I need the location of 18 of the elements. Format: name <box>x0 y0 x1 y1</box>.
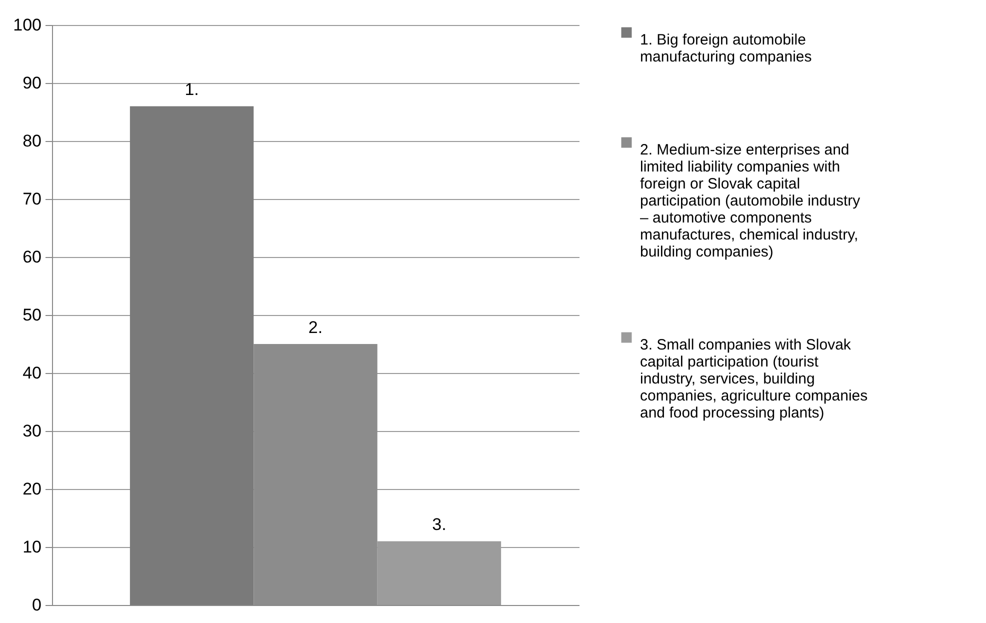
y-tick-label: 20 <box>22 480 42 498</box>
annotation: 2. <box>308 318 323 337</box>
y-tick-label: 90 <box>22 74 42 92</box>
y-tick-label: 60 <box>22 248 42 266</box>
y-tick-label: 100 <box>13 16 42 34</box>
y-tick-label: 40 <box>22 364 42 382</box>
y-tick-label: 30 <box>22 422 42 440</box>
y-tick-label: 0 <box>32 596 42 614</box>
y-tick-label: 50 <box>22 306 42 324</box>
legend-label: 3. Small companies with Slovak capital participation (tourist industry, services, building companies, agriculture companies and food processing plants) <box>640 336 868 422</box>
y-tick-label: 10 <box>22 538 42 556</box>
annotation: 1. <box>184 80 199 100</box>
legend-label: 1. Big foreign automobile manufacturing companies <box>640 32 812 66</box>
y-tick-label: 70 <box>22 190 42 208</box>
y-tick-label: 80 <box>22 132 42 150</box>
annotation: 3. <box>432 515 446 534</box>
legend-label: 2. Medium-size enterprises and limited liability companies with foreign or Slovak capital participation (automobile industry – automotive components manufactures, chemical industry, building companies) <box>640 142 861 260</box>
bar <box>130 106 254 605</box>
